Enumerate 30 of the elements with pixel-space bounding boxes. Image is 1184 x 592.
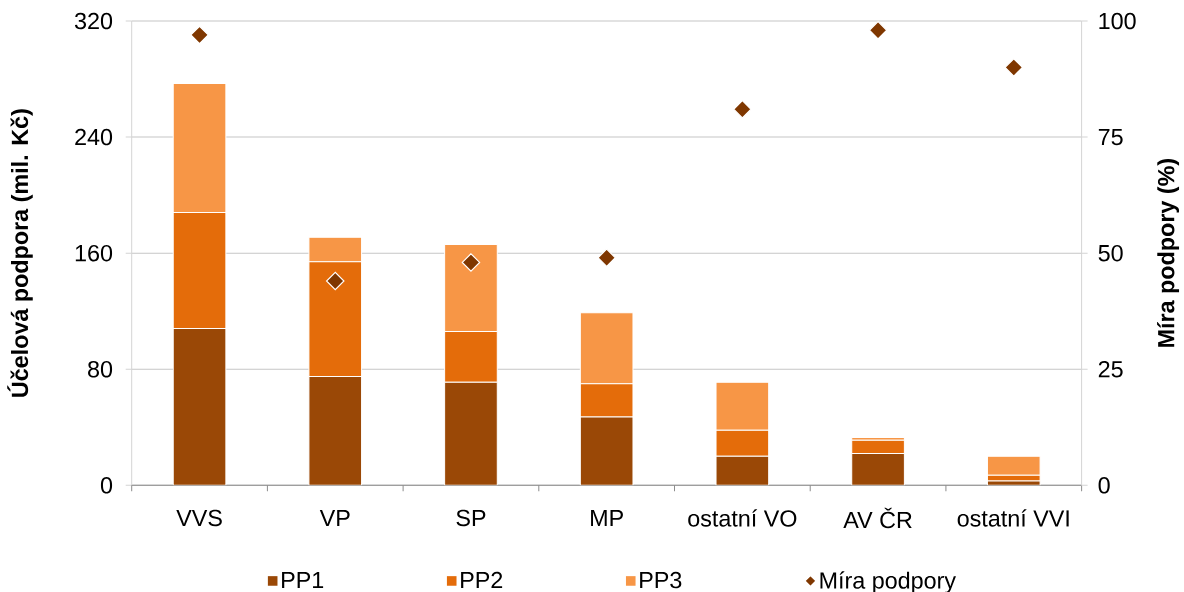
y-tick-label: 160: [75, 244, 113, 262]
y-axis-title: Účelová podpora (mil. Kč): [7, 109, 33, 397]
legend-label: PP1: [282, 571, 324, 588]
x-tick-label: ostatní VO: [688, 509, 797, 527]
point: [190, 25, 209, 45]
point: [461, 253, 481, 272]
point: [597, 248, 616, 268]
x-tick-label: AV ČR: [843, 507, 912, 529]
x-tick-label: VP: [319, 509, 350, 526]
x-tick-label: VVS: [176, 509, 222, 527]
x-tick-label: ostatní VVI: [957, 509, 1069, 527]
x-tick-label: MP: [591, 509, 623, 526]
y2-tick-label: 75: [1098, 128, 1123, 146]
legend-label: PP3: [640, 571, 682, 589]
y-tick-label: 320: [74, 12, 113, 30]
y2-tick-label: 50: [1098, 244, 1123, 262]
bar: [986, 455, 1041, 476]
point: [733, 99, 752, 119]
x-tick-label: SP: [456, 509, 486, 527]
y-tick-label: 240: [75, 128, 113, 146]
point: [868, 21, 888, 40]
y2-tick-label: 25: [1098, 360, 1123, 378]
point: [325, 271, 345, 291]
point: [1004, 58, 1024, 77]
y2-tick-label: 0: [1098, 477, 1110, 494]
y-tick-label: 0: [100, 477, 113, 494]
legend-label: PP2: [461, 571, 503, 589]
y2-axis-title: Míra podpory (%): [1157, 159, 1180, 347]
y2-tick-label: 100: [1099, 12, 1136, 30]
y-tick-label: 80: [88, 360, 113, 378]
